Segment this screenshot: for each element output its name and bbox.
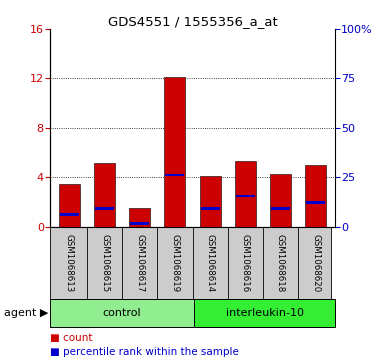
Bar [236, 195, 255, 197]
Bar [271, 207, 290, 210]
Bar [94, 163, 115, 227]
Bar [305, 165, 326, 227]
Text: control: control [103, 308, 141, 318]
Text: interleukin-10: interleukin-10 [226, 308, 304, 318]
Bar [129, 208, 150, 227]
Bar [164, 77, 186, 227]
Bar [194, 299, 335, 327]
Text: ■ count: ■ count [50, 333, 92, 343]
Bar [50, 299, 194, 327]
Text: GSM1068620: GSM1068620 [311, 234, 320, 292]
Text: GSM1068617: GSM1068617 [135, 234, 144, 292]
Text: GSM1068614: GSM1068614 [206, 234, 214, 292]
Bar [235, 161, 256, 227]
Text: GSM1068613: GSM1068613 [65, 234, 74, 292]
Bar [166, 174, 184, 176]
Bar [59, 184, 80, 227]
Text: ■ percentile rank within the sample: ■ percentile rank within the sample [50, 347, 239, 357]
Bar [199, 176, 221, 227]
Text: GSM1068618: GSM1068618 [276, 234, 285, 292]
Bar [201, 207, 219, 210]
Title: GDS4551 / 1555356_a_at: GDS4551 / 1555356_a_at [108, 15, 277, 28]
Bar [95, 207, 114, 210]
Bar [130, 222, 149, 225]
Bar [306, 201, 325, 204]
Text: GSM1068616: GSM1068616 [241, 234, 250, 292]
Text: GSM1068615: GSM1068615 [100, 234, 109, 292]
Text: agent ▶: agent ▶ [4, 308, 48, 318]
Bar [60, 213, 79, 216]
Bar [270, 174, 291, 227]
Text: GSM1068619: GSM1068619 [171, 234, 179, 292]
